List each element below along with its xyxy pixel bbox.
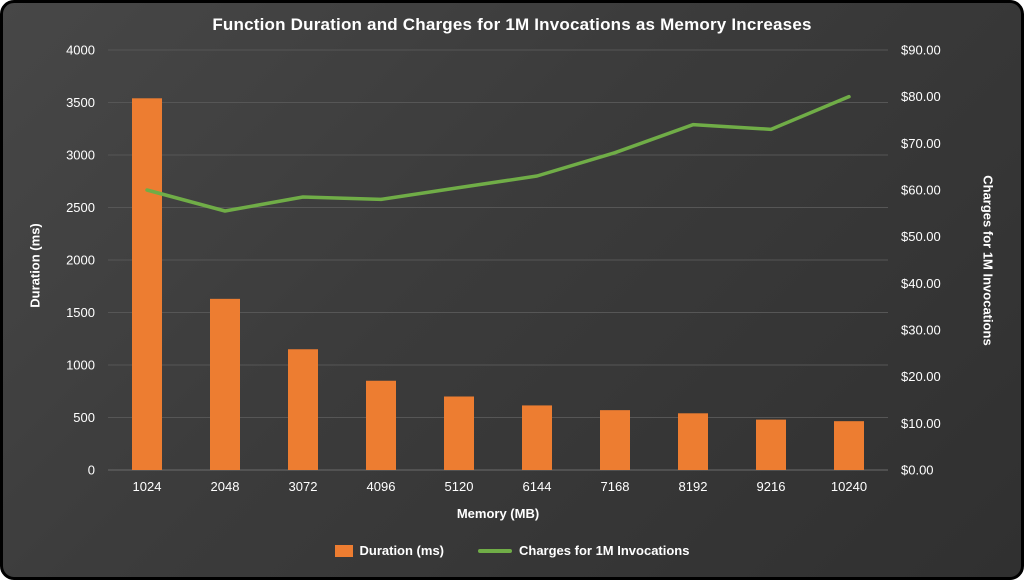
x-axis-title: Memory (MB) xyxy=(456,506,540,521)
legend-item-charges: Charges for 1M Invocations xyxy=(478,543,689,558)
chart-plot-area: 0 500 1000 1500 2000 2500 3000 3500 4000 $0.00 $10… xyxy=(66,43,941,495)
x-axis-tick: 8192 xyxy=(679,479,708,494)
left-axis-tick: 0 xyxy=(88,463,95,478)
duration-bar xyxy=(600,410,630,470)
right-axis-tick: $40.00 xyxy=(901,276,941,291)
right-axis-tick: $20.00 xyxy=(901,369,941,384)
right-axis-tick: $30.00 xyxy=(901,323,941,338)
legend-label-duration: Duration (ms) xyxy=(359,543,445,558)
right-axis-title: Charges for 1M Invocations xyxy=(980,175,996,346)
legend-label-charges: Charges for 1M Invocations xyxy=(519,543,690,558)
right-axis-tick: $90.00 xyxy=(901,43,941,58)
x-axis-tick: 4096 xyxy=(367,479,396,494)
duration-bar xyxy=(366,380,396,470)
chart-title: Function Duration and Charges for 1M Inv… xyxy=(212,15,812,34)
right-axis-tick: $60.00 xyxy=(901,183,941,198)
x-axis-tick: 7168 xyxy=(601,479,630,494)
legend-line-swatch xyxy=(478,548,512,553)
x-axis-tick: 1024 xyxy=(133,479,162,494)
right-axis-tick: $80.00 xyxy=(901,89,941,104)
charges-line xyxy=(145,94,851,213)
left-axis-tick: 3500 xyxy=(66,95,95,110)
legend-bar-swatch xyxy=(334,544,353,557)
right-axis-tick: $50.00 xyxy=(901,229,941,244)
right-axis-tick: $10.00 xyxy=(901,416,941,431)
duration-bar xyxy=(444,396,474,470)
x-axis-tick: 10240 xyxy=(831,479,867,494)
duration-bar xyxy=(678,413,708,470)
right-axis-tick: $70.00 xyxy=(901,136,941,151)
x-axis-tick: 6144 xyxy=(523,479,552,494)
left-axis-tick: 2500 xyxy=(66,200,95,215)
left-axis-tick: 1500 xyxy=(66,305,95,320)
x-axis-tick: 2048 xyxy=(211,479,240,494)
duration-bar xyxy=(132,98,162,471)
left-axis-tick: 4000 xyxy=(66,43,95,58)
left-axis-tick: 2000 xyxy=(66,253,95,268)
duration-bar xyxy=(756,419,786,470)
duration-bar xyxy=(210,298,240,470)
x-axis-tick: 9216 xyxy=(757,479,786,494)
legend-item-duration: Duration (ms) xyxy=(334,543,445,558)
left-axis-tick: 500 xyxy=(73,410,95,425)
left-axis-tick: 1000 xyxy=(66,358,95,373)
x-axis-tick: 5120 xyxy=(445,479,474,494)
right-axis-tick: $0.00 xyxy=(901,463,934,478)
left-axis-title: Duration (ms) xyxy=(27,223,43,308)
duration-bar xyxy=(288,349,318,470)
legend: Duration (ms) Charges for 1M Invocations xyxy=(3,543,1021,558)
duration-bar xyxy=(834,421,864,470)
left-axis-tick: 3000 xyxy=(66,148,95,163)
x-axis-tick: 3072 xyxy=(289,479,318,494)
duration-bar xyxy=(522,405,552,470)
